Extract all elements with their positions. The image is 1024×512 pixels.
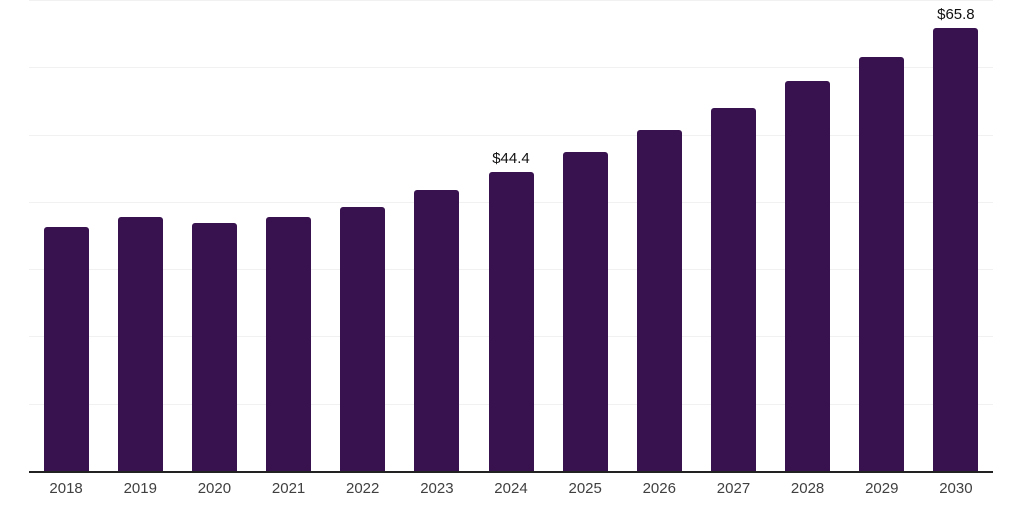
x-tick-label-2019: 2019 bbox=[123, 480, 157, 497]
x-tick-label-2018: 2018 bbox=[49, 480, 83, 497]
x-tick-label-2028: 2028 bbox=[790, 480, 825, 497]
bar-2029 bbox=[859, 56, 905, 471]
x-tick-label-2025: 2025 bbox=[568, 480, 602, 497]
x-tick-label-2022: 2022 bbox=[346, 480, 380, 497]
x-tick-label-2026: 2026 bbox=[642, 480, 676, 497]
data-label-2030: $65.8 bbox=[937, 6, 975, 24]
data-label-2024: $44.4 bbox=[492, 150, 530, 168]
bar-2024 bbox=[488, 172, 534, 471]
bar-2022 bbox=[340, 206, 386, 471]
gridline-y-50 bbox=[29, 134, 993, 136]
x-tick-label-2020: 2020 bbox=[197, 480, 232, 497]
x-tick-label-2021: 2021 bbox=[271, 480, 306, 497]
x-tick-label-2027: 2027 bbox=[716, 480, 751, 497]
bar-2025 bbox=[562, 152, 608, 471]
bar-2026 bbox=[636, 129, 682, 471]
bar-2018 bbox=[43, 227, 89, 471]
x-tick-label-2030: 2030 bbox=[939, 480, 973, 497]
bar-2021 bbox=[266, 216, 311, 471]
bar-2027 bbox=[711, 107, 756, 471]
x-tick-label-2029: 2029 bbox=[865, 480, 899, 497]
x-tick-label-2023: 2023 bbox=[420, 480, 454, 497]
bar-2020 bbox=[191, 222, 237, 471]
gridline-y-60 bbox=[29, 67, 993, 69]
bar-2023 bbox=[414, 190, 460, 471]
bar-2030 bbox=[933, 28, 979, 471]
x-tick-label-2024: 2024 bbox=[494, 480, 528, 497]
gridline-y-70 bbox=[29, 0, 993, 1]
x-axis-line bbox=[29, 471, 993, 473]
bar-2028 bbox=[785, 81, 831, 471]
bar-2019 bbox=[117, 217, 163, 471]
